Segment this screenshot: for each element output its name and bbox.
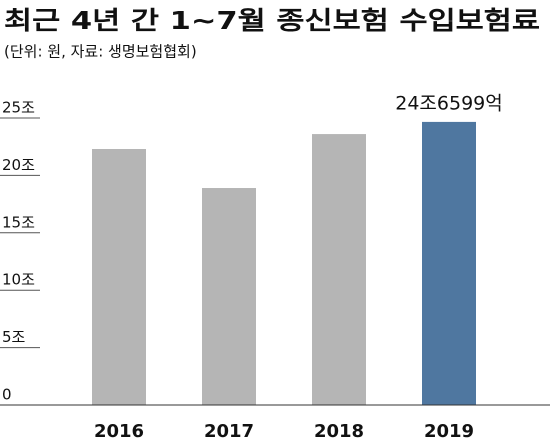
x-tick-label: 2016 <box>94 421 144 442</box>
bar <box>312 134 366 405</box>
x-tick-label: 2019 <box>424 421 474 442</box>
y-tick-label: 25조 <box>2 99 35 117</box>
value-label: 24조6599억 <box>395 92 503 114</box>
y-tick-label: 10조 <box>2 271 35 289</box>
y-tick-label: 15조 <box>2 213 35 231</box>
y-tick-label: 20조 <box>2 156 35 174</box>
x-tick-label: 2018 <box>314 421 364 442</box>
y-tick-label: 5조 <box>2 328 26 346</box>
bar <box>422 121 476 405</box>
x-tick-label: 2017 <box>204 421 254 442</box>
chart-subtitle: (단위: 원, 자료: 생명보험협회) <box>4 43 197 61</box>
y-tick-label: 0 <box>2 386 12 404</box>
bar <box>202 188 256 405</box>
bar <box>92 148 146 405</box>
chart-title: 최근 4년 간 1~7월 종신보험 수입보험료 <box>4 6 540 35</box>
